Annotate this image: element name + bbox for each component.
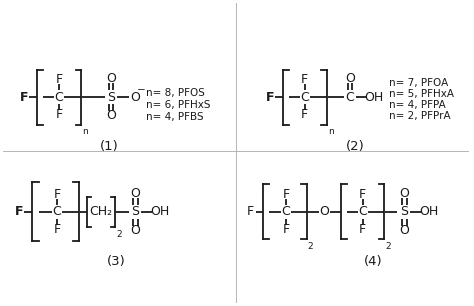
Text: C: C xyxy=(358,205,367,218)
Text: n= 6, PFHxS: n= 6, PFHxS xyxy=(146,100,211,110)
Text: n= 2, PFPrA: n= 2, PFPrA xyxy=(389,111,451,121)
Text: F: F xyxy=(55,108,63,121)
Text: n= 5, PFHxA: n= 5, PFHxA xyxy=(389,89,454,99)
Text: F: F xyxy=(266,91,274,103)
Text: OH: OH xyxy=(364,91,383,103)
Text: (3): (3) xyxy=(107,255,125,267)
Text: n= 4, PFBS: n= 4, PFBS xyxy=(146,112,204,122)
Text: O: O xyxy=(131,91,140,103)
Text: S: S xyxy=(132,205,139,218)
Text: 2: 2 xyxy=(116,230,121,239)
Text: C: C xyxy=(55,91,63,103)
Text: F: F xyxy=(20,91,28,103)
Text: F: F xyxy=(301,73,308,86)
Text: n= 4, PFPA: n= 4, PFPA xyxy=(389,100,446,110)
Text: F: F xyxy=(359,188,366,201)
Text: F: F xyxy=(15,205,24,218)
Text: F: F xyxy=(283,188,290,201)
Text: O: O xyxy=(131,224,140,237)
Text: C: C xyxy=(301,91,309,103)
Text: O: O xyxy=(399,187,409,200)
Text: CH₂: CH₂ xyxy=(90,205,113,218)
Text: −: − xyxy=(137,85,146,95)
Text: F: F xyxy=(247,205,254,218)
Text: n= 7, PFOA: n= 7, PFOA xyxy=(389,78,448,88)
Text: O: O xyxy=(106,109,116,122)
Text: S: S xyxy=(400,205,408,218)
Text: (2): (2) xyxy=(346,140,365,153)
Text: n= 8, PFOS: n= 8, PFOS xyxy=(146,88,205,98)
Text: n: n xyxy=(328,128,334,136)
Text: O: O xyxy=(399,224,409,237)
Text: F: F xyxy=(301,108,308,121)
Text: F: F xyxy=(53,188,61,201)
Text: O: O xyxy=(131,187,140,200)
Text: O: O xyxy=(319,205,329,218)
Text: (1): (1) xyxy=(100,140,118,153)
Text: F: F xyxy=(53,223,61,236)
Text: n: n xyxy=(82,128,88,136)
Text: F: F xyxy=(283,223,290,236)
Text: 2: 2 xyxy=(308,242,313,251)
Text: F: F xyxy=(55,73,63,86)
Text: 2: 2 xyxy=(385,242,391,251)
Text: C: C xyxy=(53,205,61,218)
Text: F: F xyxy=(359,223,366,236)
Text: (4): (4) xyxy=(365,255,383,267)
Text: C: C xyxy=(282,205,291,218)
Text: O: O xyxy=(106,72,116,85)
Text: OH: OH xyxy=(419,205,438,218)
Text: C: C xyxy=(346,91,355,103)
Text: OH: OH xyxy=(151,205,170,218)
Text: S: S xyxy=(107,91,115,103)
Text: O: O xyxy=(345,72,355,85)
